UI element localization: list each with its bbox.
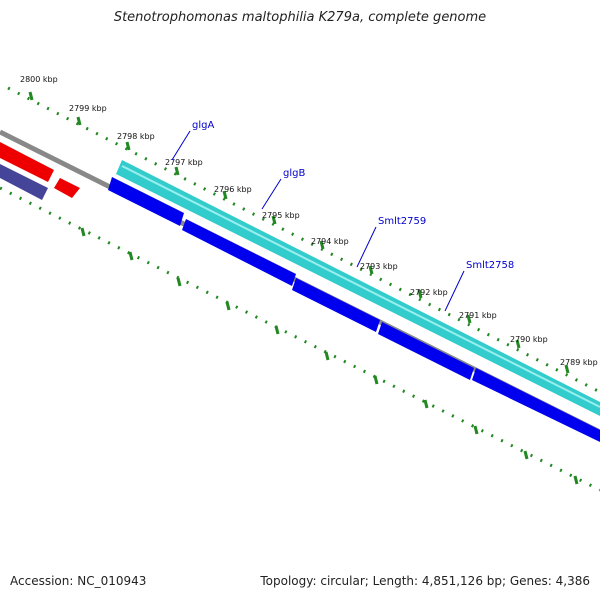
tick-label: 2798 kbp	[117, 132, 155, 141]
tick-label: 2790 kbp	[510, 335, 548, 344]
gene-label: Smlt2758	[466, 260, 514, 271]
major-tick	[573, 475, 579, 485]
forward-cds	[116, 160, 600, 416]
major-tick	[423, 399, 429, 409]
major-tick	[176, 277, 182, 287]
major-tick	[417, 289, 423, 299]
gene-labels: glgA glgB Smlt2759 Smlt2758	[171, 120, 514, 312]
major-tick	[473, 425, 479, 435]
reverse-cds	[182, 219, 296, 286]
tick-label: 2794 kbp	[311, 237, 349, 246]
tick-label: 2797 kbp	[165, 158, 203, 167]
tick-label: 2795 kbp	[262, 211, 300, 220]
major-tick	[324, 351, 330, 361]
major-tick	[28, 91, 34, 101]
major-tick	[222, 190, 228, 200]
reverse-cds	[292, 278, 380, 332]
major-ticks	[28, 91, 579, 485]
outer-tick-ring	[7, 86, 600, 394]
gene-label: Smlt2759	[378, 216, 426, 227]
gene-leader-line	[261, 178, 282, 210]
tick-label: 2792 kbp	[410, 288, 448, 297]
forward-cds-highlight	[121, 165, 600, 408]
major-tick	[225, 301, 231, 311]
major-tick	[271, 215, 277, 225]
tick-label: 2796 kbp	[214, 185, 252, 194]
gene-leader-line	[356, 226, 377, 268]
major-tick	[274, 325, 280, 335]
other-feature	[0, 164, 48, 200]
tick-label: 2791 kbp	[459, 311, 497, 320]
rna-feature	[54, 178, 80, 198]
major-tick	[76, 116, 82, 126]
major-tick	[373, 375, 379, 385]
gene-label: glgB	[283, 168, 305, 179]
gene-label: glgA	[192, 120, 214, 131]
tick-label: 2800 kbp	[20, 75, 58, 84]
major-tick	[125, 141, 131, 151]
genome-summary: Topology: circular; Length: 4,851,126 bp…	[260, 574, 590, 588]
reverse-cds	[472, 368, 600, 442]
rna-feature	[0, 142, 54, 182]
reverse-cds	[108, 177, 184, 226]
tick-label: 2793 kbp	[360, 262, 398, 271]
accession-text: Accession: NC_010943	[10, 574, 147, 588]
map-title: Stenotrophomonas maltophilia K279a, comp…	[113, 10, 487, 25]
major-tick	[564, 364, 570, 374]
major-tick	[523, 450, 529, 460]
major-tick	[80, 227, 86, 237]
major-tick	[319, 240, 325, 250]
tick-label: 2799 kbp	[69, 104, 107, 113]
tick-labels: 2800 kbp 2799 kbp 2798 kbp 2797 kbp 2796 kbp…	[20, 75, 598, 367]
major-tick	[174, 166, 180, 176]
gene-leader-line	[444, 270, 465, 312]
major-tick	[368, 265, 374, 275]
tick-label: 2789 kbp	[560, 358, 598, 367]
gene-leader-line	[171, 130, 191, 161]
major-tick	[128, 251, 134, 261]
major-tick	[466, 314, 472, 324]
reverse-cds	[378, 322, 474, 380]
major-tick	[515, 339, 521, 349]
inner-tick-ring	[0, 186, 600, 492]
